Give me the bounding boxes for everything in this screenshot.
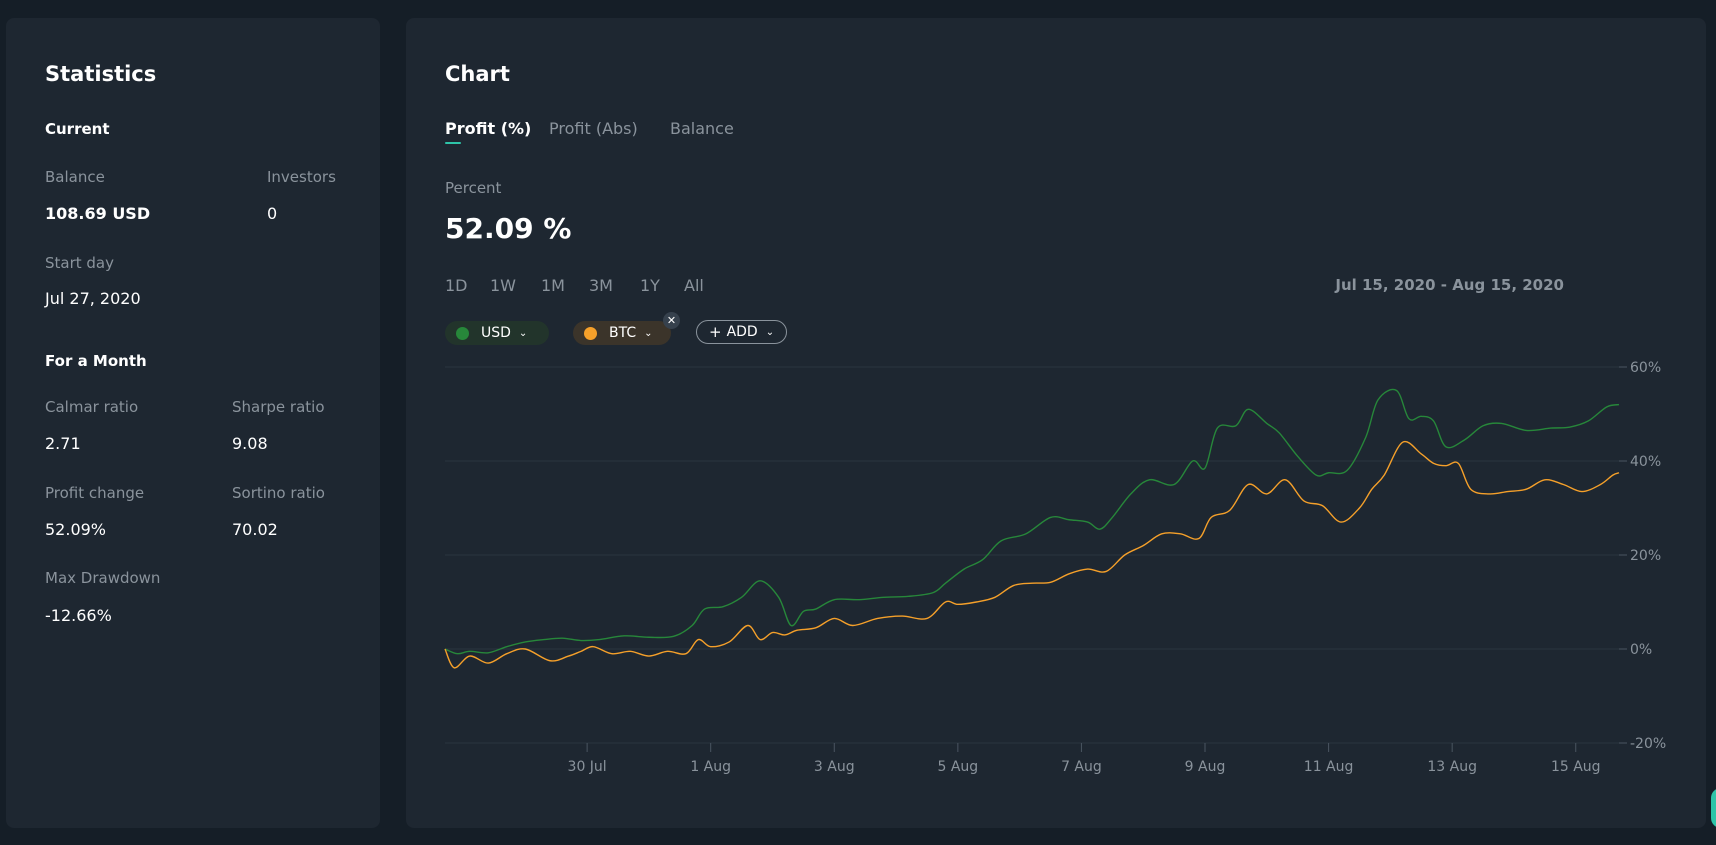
start-day-value: Jul 27, 2020 (45, 289, 141, 308)
sharpe-label: Sharpe ratio (232, 398, 325, 416)
add-series-button[interactable]: + ADD ⌄ (696, 320, 788, 344)
max-drawdown-label: Max Drawdown (45, 569, 161, 587)
range-1y-button[interactable]: 1Y (640, 276, 660, 295)
add-label: ADD (726, 324, 758, 340)
y-tick-label: 0% (1630, 642, 1652, 658)
x-tick-label: 13 Aug (1427, 759, 1477, 775)
side-widget-handle[interactable] (1711, 788, 1716, 828)
tab-balance[interactable]: Balance (670, 119, 734, 138)
sortino-label: Sortino ratio (232, 484, 325, 502)
x-tick-label: 7 Aug (1061, 759, 1102, 775)
statistics-title: Statistics (45, 62, 157, 86)
tab-profit-percent[interactable]: Profit (%) (445, 119, 532, 138)
balance-label: Balance (45, 168, 105, 186)
investors-value: 0 (267, 204, 278, 223)
month-heading: For a Month (45, 352, 147, 370)
x-tick-label: 30 Jul (568, 759, 607, 775)
y-tick-label: -20% (1630, 736, 1666, 752)
range-3m-button[interactable]: 3M (589, 276, 613, 295)
x-tick-label: 5 Aug (938, 759, 979, 775)
y-tick-label: 40% (1630, 454, 1661, 470)
x-tick-label: 3 Aug (814, 759, 855, 775)
x-tick-label: 11 Aug (1304, 759, 1354, 775)
plus-icon: + (709, 323, 722, 341)
x-tick-label: 1 Aug (690, 759, 731, 775)
chevron-down-icon: ⌄ (765, 326, 775, 338)
sortino-value: 70.02 (232, 520, 278, 539)
active-tab-indicator (445, 142, 461, 144)
usd-series-chip[interactable]: USD ⌄ (445, 321, 549, 345)
btc-chip-label: BTC (609, 325, 637, 341)
series-line-btc (444, 440, 1620, 669)
statistics-panel: Statistics Current Balance 108.69 USD In… (6, 18, 380, 828)
calmar-value: 2.71 (45, 434, 81, 453)
investors-label: Investors (267, 168, 336, 186)
chart-panel: Chart Profit (%) Profit (Abs) Balance Pe… (406, 18, 1706, 828)
date-range-label: Jul 15, 2020 - Aug 15, 2020 (1335, 276, 1564, 294)
current-heading: Current (45, 120, 110, 138)
chevron-down-icon: ⌄ (644, 327, 653, 339)
x-tick-label: 15 Aug (1551, 759, 1601, 775)
profit-chart: 60% 40% 20% 0% -20% 30 Jul 1 Aug 3 Aug 5 Aug 7 Au… (444, 360, 1666, 775)
metric-label: Percent (445, 179, 502, 197)
tab-profit-abs[interactable]: Profit (Abs) (549, 119, 638, 138)
max-drawdown-value: -12.66% (45, 606, 112, 625)
balance-value: 108.69 USD (45, 204, 151, 223)
start-day-label: Start day (45, 254, 115, 272)
range-1w-button[interactable]: 1W (490, 276, 516, 295)
series-line-usd (444, 388, 1620, 655)
btc-series-chip[interactable]: BTC ⌄ (573, 321, 671, 345)
range-1d-button[interactable]: 1D (445, 276, 468, 295)
calmar-label: Calmar ratio (45, 398, 139, 416)
remove-btc-close-icon[interactable]: ✕ (663, 312, 680, 329)
chevron-down-icon: ⌄ (518, 327, 528, 339)
sharpe-value: 9.08 (232, 434, 268, 453)
usd-chip-label: USD (481, 325, 511, 341)
profit-change-label: Profit change (45, 484, 145, 502)
range-all-button[interactable]: All (684, 276, 704, 295)
x-tick-label: 9 Aug (1185, 759, 1226, 775)
y-tick-label: 60% (1630, 360, 1661, 376)
profit-change-value: 52.09% (45, 520, 107, 539)
usd-dot-icon (456, 326, 469, 340)
range-1m-button[interactable]: 1M (541, 276, 565, 295)
metric-value: 52.09 % (445, 212, 572, 245)
y-tick-label: 20% (1630, 548, 1661, 564)
chart-title: Chart (445, 62, 510, 86)
btc-dot-icon (584, 326, 597, 340)
